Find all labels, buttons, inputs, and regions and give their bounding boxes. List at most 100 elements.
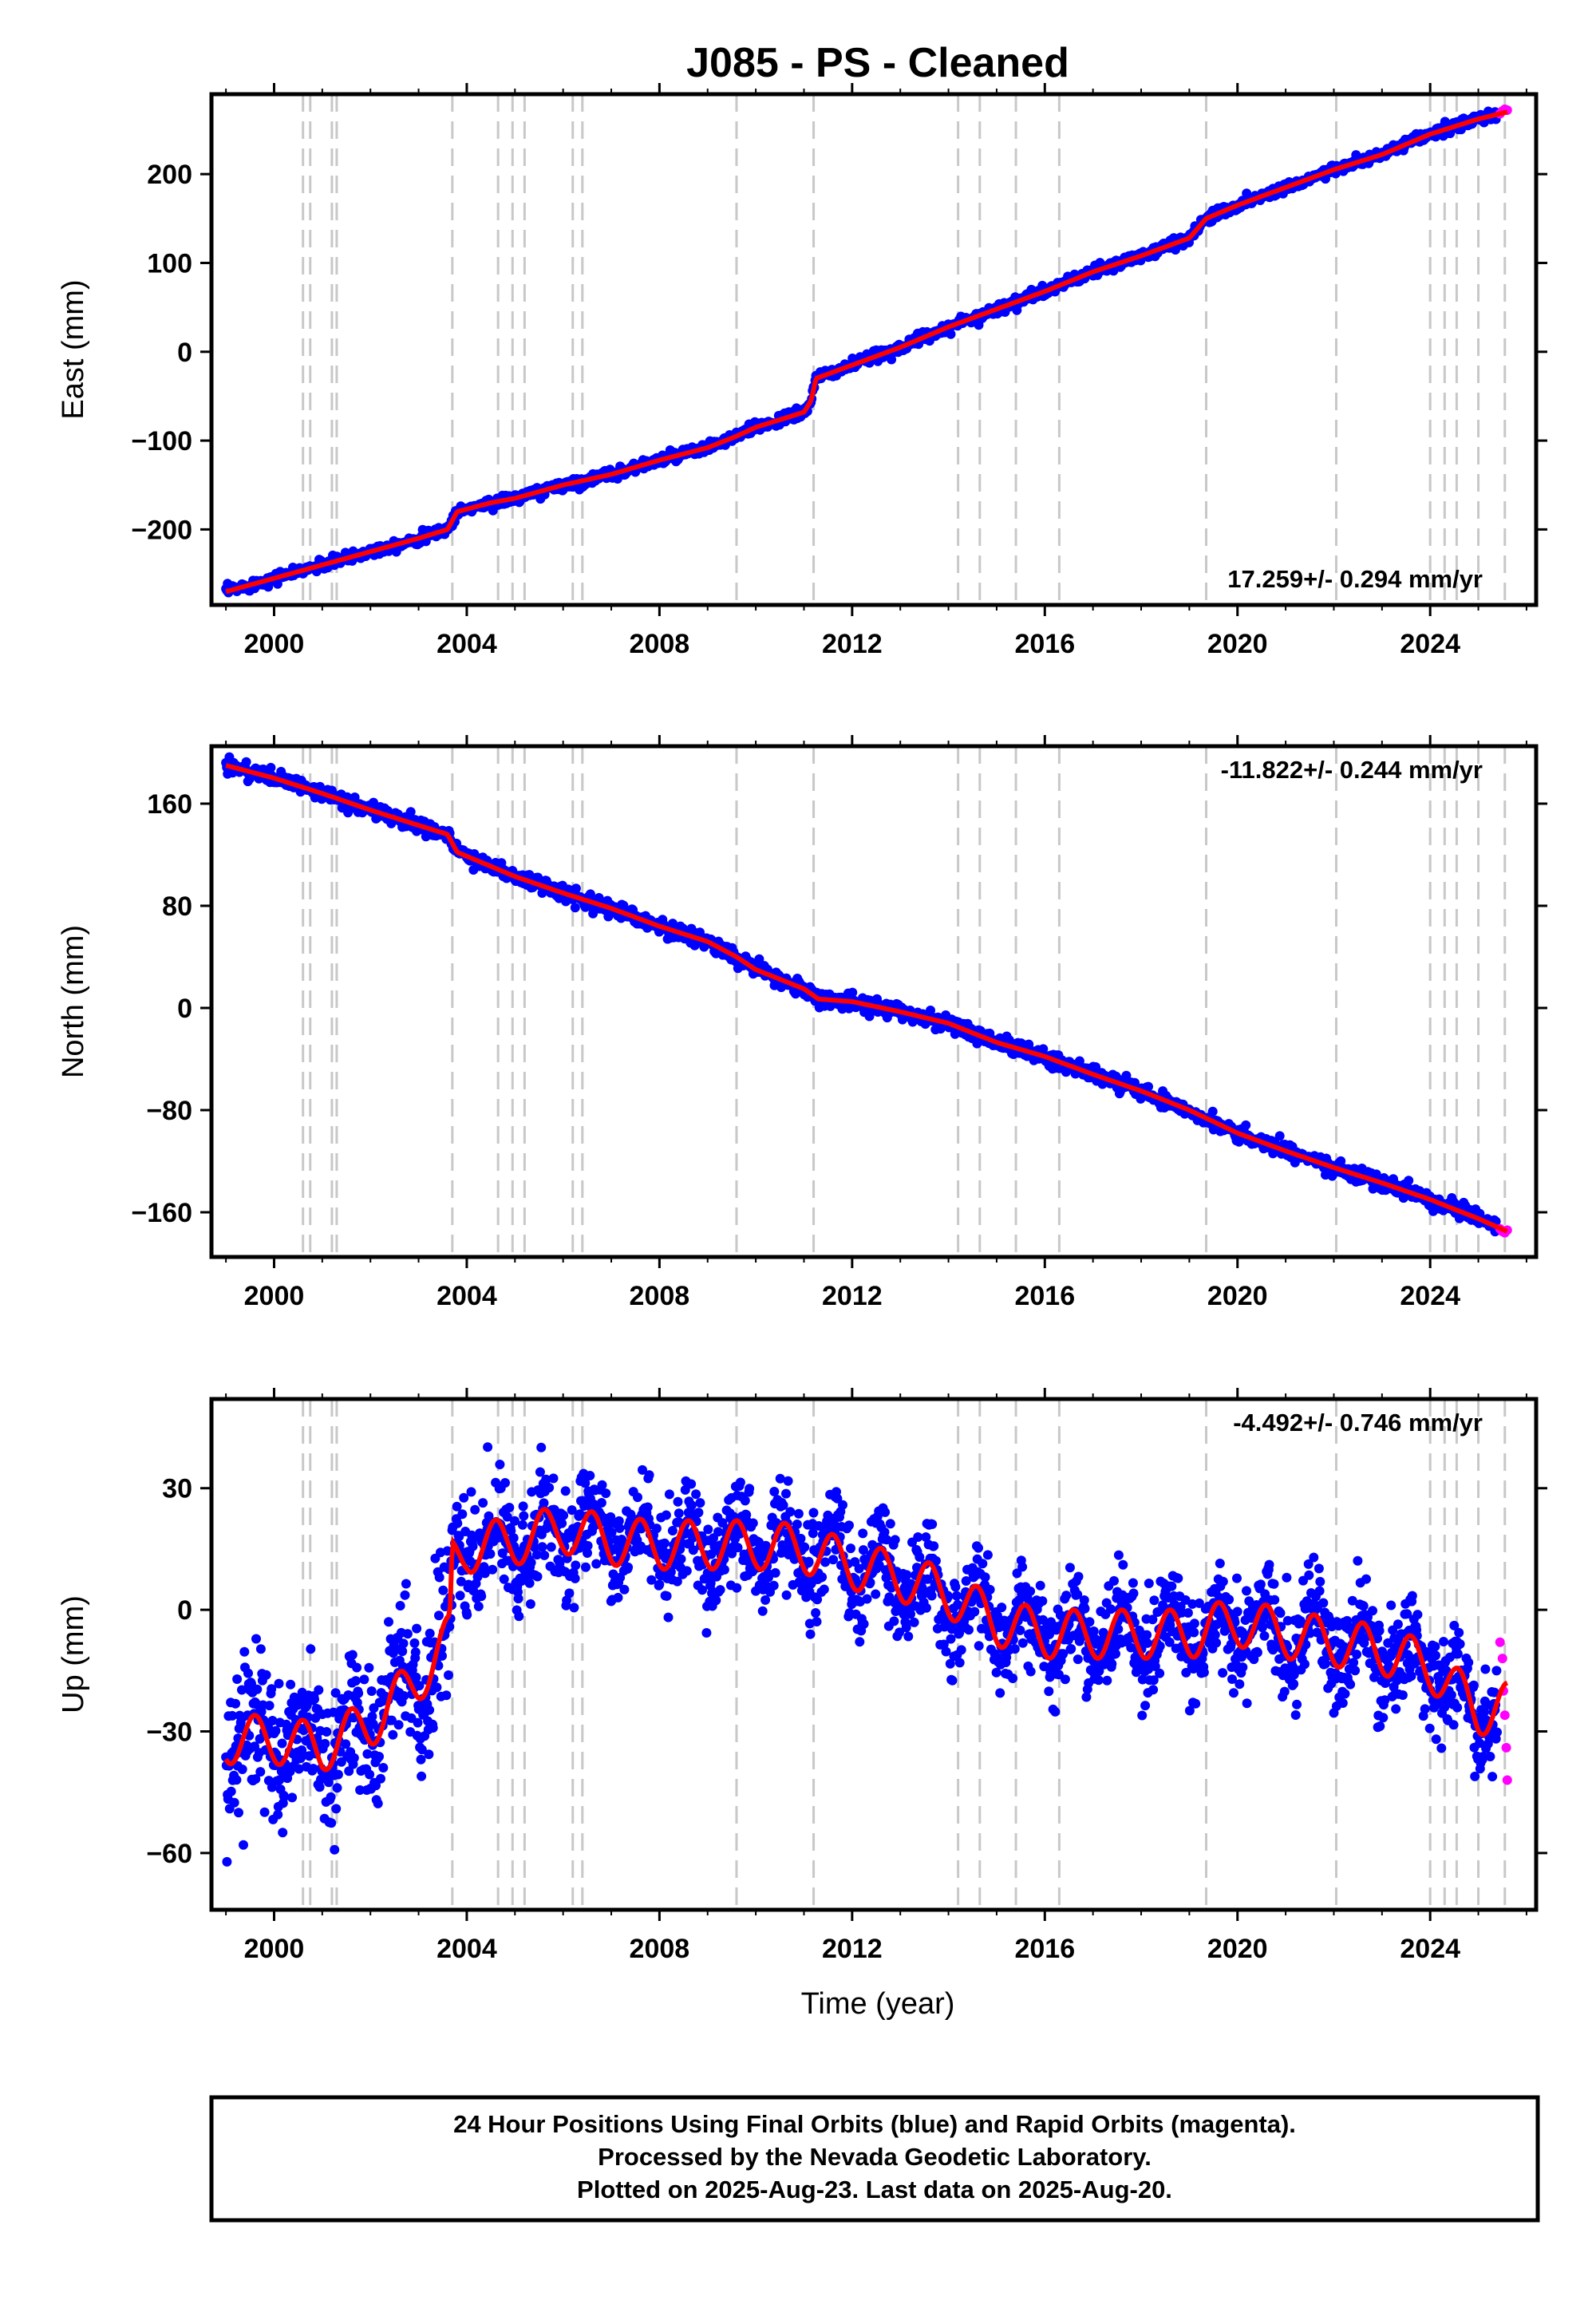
data-point (243, 1668, 253, 1678)
data-point (393, 1720, 404, 1730)
data-point (1044, 1686, 1054, 1697)
x-tick-label: 2024 (1400, 1281, 1460, 1311)
data-point (613, 1592, 623, 1603)
data-point (417, 1745, 427, 1755)
data-point (654, 1579, 665, 1590)
data-point (470, 1504, 480, 1515)
data-point (638, 1464, 647, 1475)
data-point (524, 1578, 535, 1588)
data-point (283, 1727, 294, 1737)
data-point (804, 1556, 814, 1567)
data-point (231, 1775, 242, 1785)
data-point (953, 1599, 963, 1610)
model-fit-line (225, 109, 1508, 595)
data-point (930, 1555, 941, 1566)
data-point (559, 1510, 569, 1520)
data-point (355, 1785, 365, 1795)
data-point (401, 1579, 411, 1589)
data-point (473, 1601, 484, 1611)
data-point (1102, 1675, 1112, 1686)
data-point (544, 1483, 555, 1493)
data-point (946, 1634, 956, 1644)
y-axis-label: East (mm) (57, 279, 90, 419)
data-point (580, 1478, 591, 1488)
data-point (1241, 1120, 1251, 1130)
data-point (733, 1543, 743, 1553)
data-point (970, 1607, 980, 1617)
data-point (1035, 1580, 1045, 1591)
data-point (1148, 1675, 1159, 1686)
data-point (889, 1616, 899, 1626)
data-point (571, 1560, 581, 1571)
data-point (1065, 1563, 1075, 1573)
data-point (1113, 1550, 1124, 1560)
data-point (991, 1667, 1001, 1678)
data-point (995, 1688, 1005, 1698)
data-point (921, 1532, 931, 1542)
data-point (548, 1473, 559, 1484)
data-point (674, 1508, 684, 1519)
data-point (1210, 1630, 1220, 1640)
data-point (945, 1658, 955, 1669)
data-point (1181, 1667, 1191, 1678)
data-point (271, 1725, 281, 1736)
data-point (997, 1603, 1007, 1613)
data-point (697, 1585, 707, 1595)
data-point (862, 1594, 872, 1604)
data-point (673, 1496, 683, 1507)
data-point (1130, 1077, 1140, 1088)
data-point (1107, 1658, 1117, 1669)
data-point (713, 1527, 723, 1537)
data-point (664, 1489, 674, 1500)
data-point (903, 1631, 914, 1642)
data-point (330, 1844, 340, 1855)
data-point (947, 1675, 958, 1686)
data-point (237, 1685, 247, 1695)
data-point (251, 1634, 261, 1644)
data-point (1194, 1598, 1204, 1608)
data-point (1144, 1579, 1154, 1588)
data-point (1060, 1674, 1070, 1685)
data-point (1150, 1662, 1160, 1671)
data-point (672, 1576, 682, 1587)
data-point (452, 1518, 463, 1528)
data-point (717, 1518, 728, 1528)
data-point (1140, 1701, 1151, 1711)
data-point (1189, 1627, 1199, 1638)
data-point (796, 1533, 806, 1543)
data-point (951, 1591, 962, 1601)
data-point (459, 1492, 469, 1503)
data-point (229, 1797, 239, 1808)
data-point (452, 1501, 462, 1512)
data-point (255, 1733, 265, 1744)
data-point (438, 1585, 448, 1595)
data-point (858, 1545, 868, 1555)
data-point (330, 1688, 341, 1698)
data-point (880, 1507, 891, 1517)
data-point (364, 1662, 374, 1673)
data-point (921, 1603, 931, 1613)
data-point (938, 1639, 949, 1650)
data-point (546, 1542, 556, 1552)
data-point (569, 1603, 579, 1613)
data-point (633, 1492, 642, 1503)
plot-frame (209, 744, 1539, 1259)
data-point (1274, 1131, 1285, 1141)
data-point (913, 1532, 923, 1542)
y-tick-label: 0 (177, 338, 192, 368)
data-point (922, 1574, 933, 1584)
data-point (1008, 1674, 1018, 1683)
data-point (906, 1609, 915, 1619)
data-point (663, 1612, 674, 1622)
data-point (583, 1540, 593, 1551)
data-point (502, 1512, 512, 1522)
data-point (661, 1510, 671, 1520)
velocity-label: 17.259+/- 0.294 mm/yr (1227, 565, 1483, 593)
data-point (757, 1606, 768, 1616)
data-point (536, 1442, 547, 1452)
data-point (322, 1727, 332, 1737)
data-point (1218, 1576, 1228, 1587)
data-point (581, 1562, 591, 1572)
data-point (367, 1711, 377, 1721)
data-point (1218, 1668, 1228, 1678)
